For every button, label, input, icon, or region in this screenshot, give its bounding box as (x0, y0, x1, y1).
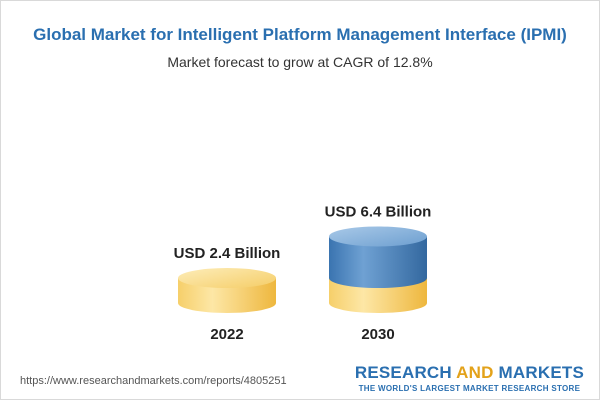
bar-2030-base-body (329, 278, 427, 313)
brand-name-part1: RESEARCH (354, 363, 457, 382)
data-label-2030: USD 6.4 Billion (325, 203, 432, 220)
bar-2022-top (178, 268, 276, 289)
chart-subtitle: Market forecast to grow at CAGR of 12.8% (167, 54, 433, 70)
bar-2030-growth-body (329, 236, 427, 289)
chart-title: Global Market for Intelligent Platform M… (33, 25, 567, 44)
brand-tagline: THE WORLD'S LARGEST MARKET RESEARCH STOR… (358, 384, 581, 393)
category-label-2030: 2030 (361, 326, 394, 343)
source-url: https://www.researchandmarkets.com/repor… (20, 375, 287, 387)
brand-name-and: AND (456, 363, 494, 382)
cylinder-chart: USD 2.4 Billion 2022 USD 6.4 Billion 2030 (174, 203, 432, 343)
category-label-2022: 2022 (210, 326, 243, 343)
brand-logo: RESEARCH AND MARKETS THE WORLD'S LARGEST… (355, 363, 584, 393)
data-label-2022: USD 2.4 Billion (174, 245, 281, 262)
bar-2022-body (178, 278, 276, 313)
brand-name: RESEARCH AND MARKETS (355, 363, 584, 383)
brand-name-part3: MARKETS (493, 363, 584, 382)
bar-2030-growth-top (329, 226, 427, 247)
